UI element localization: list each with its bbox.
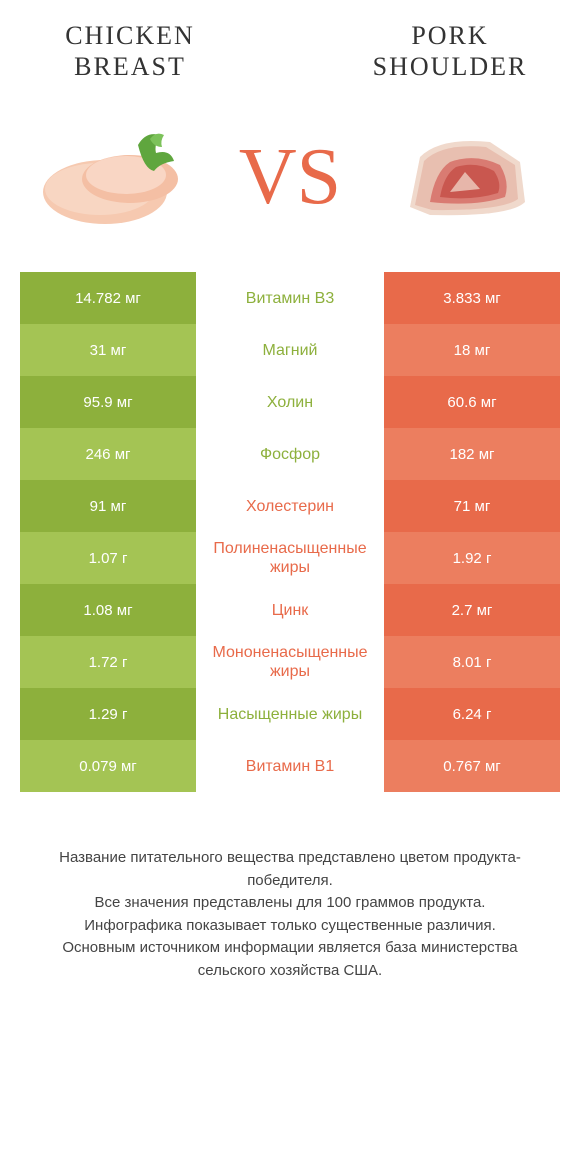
table-row: 91 мгХолестерин71 мг: [20, 480, 560, 532]
table-row: 246 мгФосфор182 мг: [20, 428, 560, 480]
right-value-cell: 60.6 мг: [384, 376, 560, 428]
images-row: VS: [20, 92, 560, 272]
nutrient-name-cell: Цинк: [196, 584, 384, 636]
right-value-cell: 8.01 г: [384, 636, 560, 688]
left-value-cell: 1.08 мг: [20, 584, 196, 636]
table-row: 95.9 мгХолин60.6 мг: [20, 376, 560, 428]
table-row: 1.72 гМононенасыщенные жиры8.01 г: [20, 636, 560, 688]
left-food-title: CHICKEN BREAST: [30, 20, 230, 82]
pork-shoulder-image: [380, 112, 550, 242]
nutrient-name-cell: Насыщенные жиры: [196, 688, 384, 740]
right-value-cell: 1.92 г: [384, 532, 560, 584]
footer-line: Основным источником информации является …: [30, 937, 550, 982]
right-value-cell: 182 мг: [384, 428, 560, 480]
right-value-cell: 18 мг: [384, 324, 560, 376]
left-value-cell: 1.29 г: [20, 688, 196, 740]
nutrient-name-cell: Холестерин: [196, 480, 384, 532]
right-value-cell: 71 мг: [384, 480, 560, 532]
table-row: 0.079 мгВитамин B10.767 мг: [20, 740, 560, 792]
footer-line: Все значения представлены для 100 граммо…: [30, 892, 550, 915]
header: CHICKEN BREAST PORK SHOULDER: [20, 20, 560, 92]
left-value-cell: 1.07 г: [20, 532, 196, 584]
nutrient-name-cell: Витамин B3: [196, 272, 384, 324]
left-value-cell: 246 мг: [20, 428, 196, 480]
table-row: 31 мгМагний18 мг: [20, 324, 560, 376]
right-value-cell: 6.24 г: [384, 688, 560, 740]
nutrient-name-cell: Холин: [196, 376, 384, 428]
comparison-table: 14.782 мгВитамин B33.833 мг31 мгМагний18…: [20, 272, 560, 792]
chicken-breast-image: [30, 112, 200, 242]
footer-line: Название питательного вещества представл…: [30, 847, 550, 892]
left-value-cell: 0.079 мг: [20, 740, 196, 792]
nutrient-name-cell: Мононенасыщенные жиры: [196, 636, 384, 688]
right-value-cell: 3.833 мг: [384, 272, 560, 324]
vs-label: VS: [239, 137, 341, 217]
footer-notes: Название питательного вещества представл…: [20, 847, 560, 982]
nutrient-name-cell: Полиненасыщенные жиры: [196, 532, 384, 584]
left-value-cell: 31 мг: [20, 324, 196, 376]
table-row: 1.08 мгЦинк2.7 мг: [20, 584, 560, 636]
right-value-cell: 2.7 мг: [384, 584, 560, 636]
footer-line: Инфографика показывает только существенн…: [30, 915, 550, 938]
right-food-title: PORK SHOULDER: [350, 20, 550, 82]
left-value-cell: 1.72 г: [20, 636, 196, 688]
left-value-cell: 95.9 мг: [20, 376, 196, 428]
nutrient-name-cell: Фосфор: [196, 428, 384, 480]
table-row: 1.07 гПолиненасыщенные жиры1.92 г: [20, 532, 560, 584]
table-row: 1.29 гНасыщенные жиры6.24 г: [20, 688, 560, 740]
right-value-cell: 0.767 мг: [384, 740, 560, 792]
nutrient-name-cell: Магний: [196, 324, 384, 376]
table-row: 14.782 мгВитамин B33.833 мг: [20, 272, 560, 324]
nutrient-name-cell: Витамин B1: [196, 740, 384, 792]
left-value-cell: 91 мг: [20, 480, 196, 532]
infographic-container: CHICKEN BREAST PORK SHOULDER VS: [0, 0, 580, 982]
left-value-cell: 14.782 мг: [20, 272, 196, 324]
